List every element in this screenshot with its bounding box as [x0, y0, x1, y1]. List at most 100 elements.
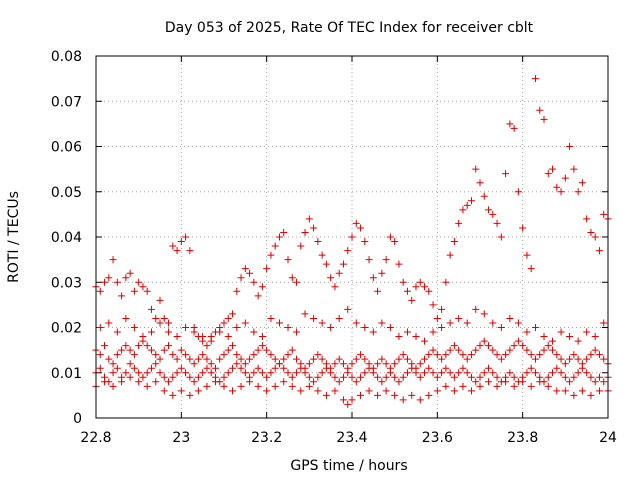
x-tick-label: 23.6	[422, 430, 453, 446]
data-point	[160, 346, 168, 354]
x-tick-label: 22.8	[80, 430, 111, 446]
data-point	[237, 364, 245, 372]
data-point	[395, 378, 403, 386]
data-point	[318, 319, 326, 327]
data-point	[348, 396, 356, 404]
data-point	[301, 310, 309, 318]
y-tick-label: 0.03	[51, 275, 82, 291]
data-point	[463, 201, 471, 209]
data-point	[143, 287, 151, 295]
data-point	[566, 355, 574, 363]
data-point	[126, 360, 134, 368]
data-point	[211, 378, 219, 386]
data-point	[160, 387, 168, 395]
y-axis-label: ROTI / TECUs	[6, 191, 22, 283]
data-point	[467, 197, 475, 205]
data-point	[399, 373, 407, 381]
data-point	[570, 165, 578, 173]
data-point	[485, 206, 493, 214]
data-point	[96, 287, 104, 295]
data-point	[361, 369, 369, 377]
data-point	[314, 387, 322, 395]
data-point	[339, 396, 347, 404]
data-point	[310, 314, 318, 322]
data-point	[489, 346, 497, 354]
data-point	[322, 364, 330, 372]
data-point	[177, 238, 185, 246]
data-point	[403, 355, 411, 363]
data-point	[301, 369, 309, 377]
data-point	[450, 387, 458, 395]
data-point	[476, 373, 484, 381]
data-point	[574, 355, 582, 363]
data-point	[344, 400, 352, 408]
data-point	[310, 224, 318, 232]
data-point	[480, 369, 488, 377]
data-point	[348, 373, 356, 381]
data-point	[531, 324, 539, 331]
data-point	[207, 360, 215, 368]
data-point	[438, 355, 446, 363]
data-point	[199, 351, 207, 359]
data-point	[203, 342, 211, 350]
data-point	[455, 314, 463, 322]
y-tick-label: 0.01	[51, 366, 82, 382]
data-point	[357, 351, 365, 359]
data-point	[241, 360, 249, 368]
data-point	[220, 382, 228, 390]
data-point	[382, 387, 390, 395]
data-point	[374, 373, 382, 381]
data-point	[438, 324, 446, 331]
data-point	[246, 378, 254, 386]
data-point	[224, 314, 232, 322]
data-point	[122, 274, 130, 282]
data-point	[241, 369, 249, 377]
data-point	[399, 278, 407, 286]
data-point	[152, 351, 160, 359]
data-point	[561, 373, 569, 381]
data-point	[182, 351, 190, 359]
y-tick-label: 0	[73, 411, 82, 427]
data-point	[391, 391, 399, 399]
data-point	[514, 188, 522, 196]
data-point	[557, 355, 565, 363]
data-point	[369, 369, 377, 377]
data-point	[135, 369, 143, 377]
data-point	[497, 233, 505, 241]
data-point	[450, 238, 458, 246]
data-point	[169, 391, 177, 399]
data-point	[271, 242, 279, 250]
data-point	[147, 305, 155, 313]
data-point	[182, 233, 190, 241]
data-point	[425, 351, 433, 359]
data-point	[250, 351, 258, 359]
data-point	[442, 364, 450, 372]
data-point	[96, 351, 104, 359]
x-tick-labels: 22.8 23 23.2 23.4 23.6 23.8 24	[80, 430, 617, 446]
data-point	[152, 314, 160, 322]
data-point	[549, 165, 557, 173]
data-point	[553, 364, 561, 372]
data-point	[399, 351, 407, 359]
data-point	[96, 324, 104, 331]
data-point	[263, 346, 271, 354]
data-point	[583, 355, 591, 363]
data-point	[318, 369, 326, 377]
data-point	[288, 346, 296, 354]
data-point	[600, 355, 608, 363]
data-point	[275, 360, 283, 368]
data-point	[263, 373, 271, 381]
data-point	[152, 360, 160, 368]
data-point	[480, 337, 488, 345]
data-point	[118, 378, 126, 386]
data-point	[352, 378, 360, 386]
data-point	[502, 351, 510, 359]
data-point	[450, 373, 458, 381]
data-point	[357, 373, 365, 381]
data-point	[305, 215, 313, 223]
data-point	[220, 351, 228, 359]
data-point	[229, 387, 237, 395]
data-point	[297, 364, 305, 372]
data-point	[587, 391, 595, 399]
chart-title: Day 053 of 2025, Rate Of TEC Index for r…	[165, 20, 534, 36]
